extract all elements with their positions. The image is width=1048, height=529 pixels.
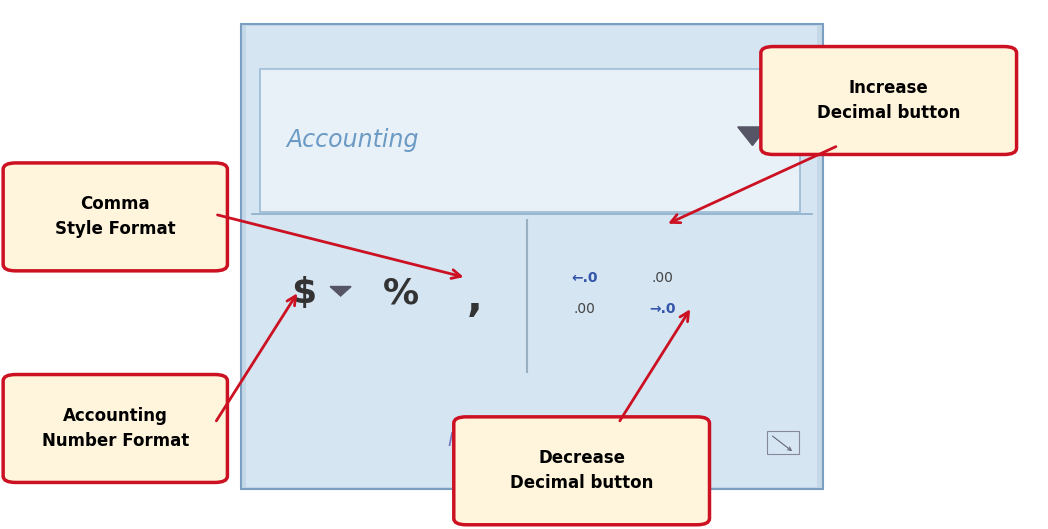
Text: →.0: →.0 <box>650 302 676 316</box>
FancyBboxPatch shape <box>454 417 709 525</box>
Text: Decrease
Decimal button: Decrease Decimal button <box>510 449 653 492</box>
FancyBboxPatch shape <box>761 47 1017 154</box>
Text: Increase
Decimal button: Increase Decimal button <box>817 79 960 122</box>
Polygon shape <box>738 127 767 145</box>
FancyBboxPatch shape <box>767 431 799 454</box>
Text: Number: Number <box>447 431 525 450</box>
Polygon shape <box>330 287 351 296</box>
Text: .00: .00 <box>652 270 674 285</box>
Text: %: % <box>384 276 419 311</box>
FancyBboxPatch shape <box>3 375 227 482</box>
Text: Accounting
Number Format: Accounting Number Format <box>42 407 189 450</box>
FancyBboxPatch shape <box>241 24 823 489</box>
Text: ←.0: ←.0 <box>571 270 597 285</box>
Text: Accounting: Accounting <box>286 128 418 152</box>
FancyBboxPatch shape <box>246 26 817 487</box>
Text: Comma
Style Format: Comma Style Format <box>54 195 176 239</box>
FancyBboxPatch shape <box>3 163 227 271</box>
FancyBboxPatch shape <box>260 69 800 212</box>
Text: $: $ <box>291 276 316 311</box>
Text: ,: , <box>466 278 483 320</box>
Text: .00: .00 <box>573 302 595 316</box>
